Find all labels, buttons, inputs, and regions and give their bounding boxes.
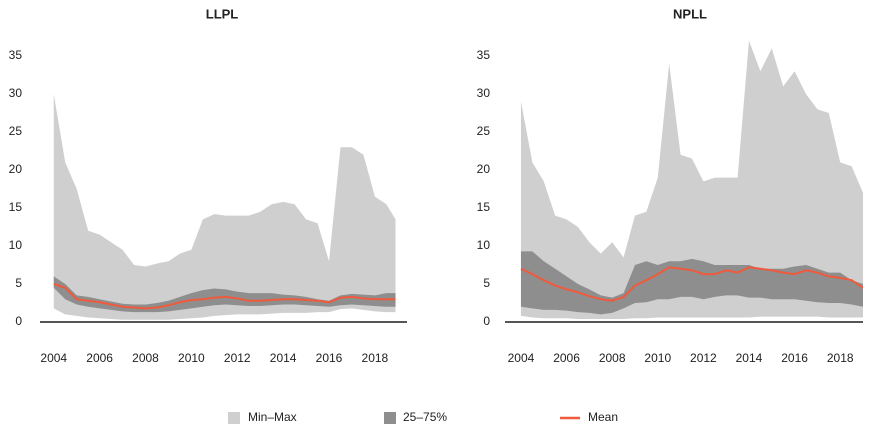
band xyxy=(520,40,863,319)
mean-line xyxy=(53,283,396,310)
legend: Min–Max 25–75% Mean xyxy=(228,410,618,424)
x-tick-label: 2008 xyxy=(599,351,626,365)
y-tick-label: 5 xyxy=(15,276,22,290)
x-tick-label: 2004 xyxy=(508,351,535,365)
x-tick-label: 2014 xyxy=(736,351,763,365)
y-tick-label: 5 xyxy=(483,276,490,290)
y-tick-label: 15 xyxy=(477,200,491,214)
x-tick-label: 2014 xyxy=(270,351,297,365)
y-tick-label: 35 xyxy=(477,48,491,62)
band xyxy=(53,94,396,320)
y-tick-label: 20 xyxy=(9,162,23,176)
y-tick-label: 10 xyxy=(9,238,23,252)
x-tick-label: 2018 xyxy=(362,351,389,365)
x-tick-label: 2010 xyxy=(178,351,205,365)
plot xyxy=(520,40,863,319)
x-tick-label: 2012 xyxy=(224,351,251,365)
legend-swatch xyxy=(384,412,396,424)
x-tick-label: 2018 xyxy=(827,351,854,365)
y-tick-label: 15 xyxy=(9,200,23,214)
x-tick-label: 2004 xyxy=(40,351,67,365)
y-tick-label: 20 xyxy=(477,162,491,176)
chart-title: NPLL xyxy=(673,6,707,21)
y-tick-label: 25 xyxy=(9,124,23,138)
x-tick-label: 2010 xyxy=(644,351,671,365)
chart-title: LLPL xyxy=(206,6,239,21)
y-tick-label: 30 xyxy=(477,86,491,100)
band xyxy=(53,276,396,313)
legend-swatch xyxy=(228,412,240,424)
x-tick-label: 2006 xyxy=(553,351,580,365)
x-tick-label: 2016 xyxy=(781,351,808,365)
x-tick-label: 2008 xyxy=(132,351,159,365)
legend-label: Mean xyxy=(588,410,618,424)
x-tick-label: 2012 xyxy=(690,351,717,365)
y-tick-label: 30 xyxy=(9,86,23,100)
y-tick-label: 0 xyxy=(15,314,22,328)
y-tick-label: 25 xyxy=(477,124,491,138)
y-tick-label: 0 xyxy=(483,314,490,328)
y-tick-label: 35 xyxy=(9,48,23,62)
y-tick-label: 10 xyxy=(477,238,491,252)
legend-label: 25–75% xyxy=(403,410,447,424)
x-tick-label: 2006 xyxy=(86,351,113,365)
legend-label: Min–Max xyxy=(248,410,297,424)
band xyxy=(520,251,863,315)
x-tick-label: 2016 xyxy=(316,351,343,365)
plot xyxy=(53,94,396,320)
mean-line xyxy=(520,266,863,302)
